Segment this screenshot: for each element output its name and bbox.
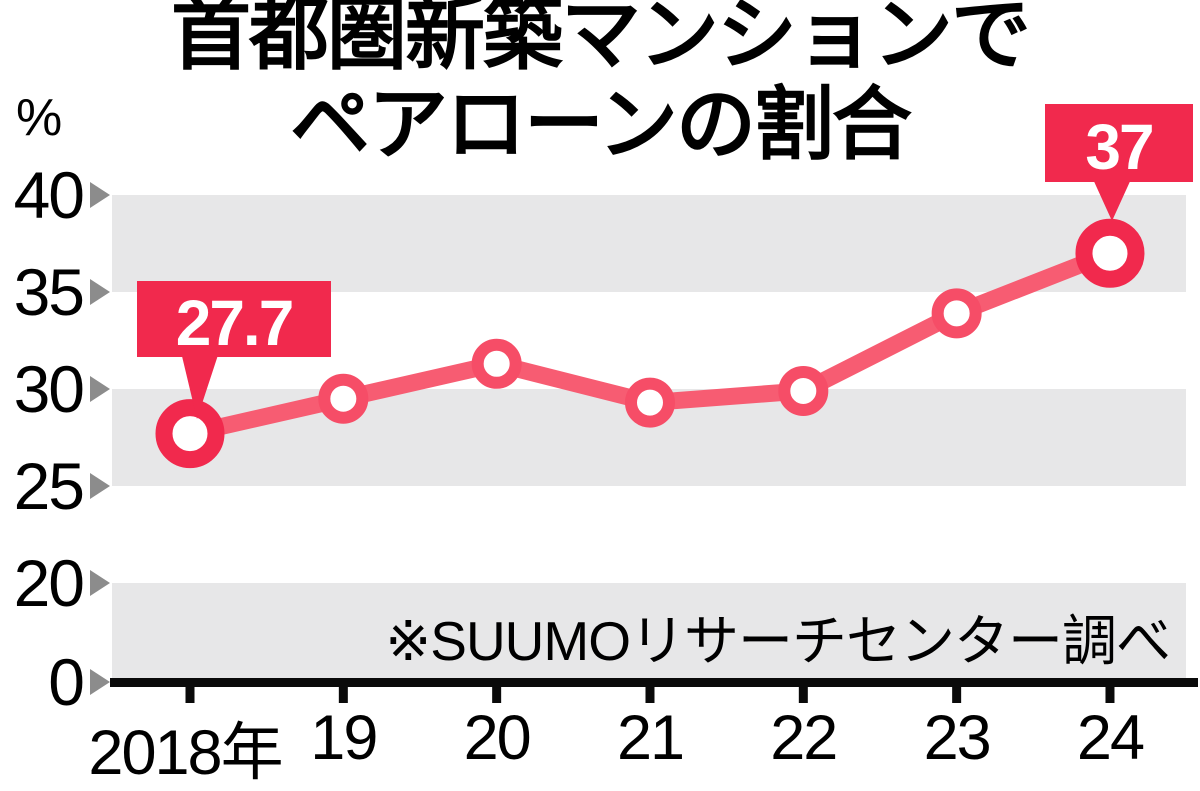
y-tick-20: 20 [0, 538, 110, 628]
point-label-box [137, 281, 331, 357]
y-tick-0: 0 [0, 637, 110, 727]
point-label-value: 37 [1085, 111, 1152, 183]
x-axis-tick [1105, 687, 1115, 703]
y-tick-arrow-icon [90, 570, 110, 596]
y-tick-arrow-icon [90, 473, 110, 499]
x-tick-label-24: 24 [1076, 703, 1145, 773]
y-tick-label: 30 [13, 352, 85, 426]
y-tick-arrow-icon [90, 279, 110, 305]
chart-title-line2: ペアローンの割合 [290, 80, 912, 169]
y-axis-unit-label: % [16, 89, 63, 147]
x-tick-label-23: 23 [923, 703, 992, 773]
y-tick-label: 25 [13, 449, 85, 523]
grid-band [112, 583, 1186, 682]
y-tick-label: 35 [13, 255, 85, 329]
y-tick-label: 0 [48, 645, 85, 719]
data-point-19 [318, 373, 369, 424]
y-tick-label: 40 [13, 158, 85, 232]
source-note: ※SUUMOリサーチセンター調べ [385, 610, 1171, 672]
y-tick-35: 35 [0, 247, 110, 337]
x-tick-label-21: 21 [616, 703, 685, 773]
x-axis-tick [185, 687, 195, 703]
point-label-pointer [1092, 177, 1132, 221]
y-tick-label: 20 [13, 546, 85, 620]
data-point-2018年 [155, 399, 225, 469]
y-tick-arrow-icon [90, 182, 110, 208]
point-label-value: 27.7 [176, 287, 293, 359]
data-point-20 [471, 338, 522, 389]
x-tick-label-19: 19 [310, 703, 378, 773]
x-axis-tick [338, 687, 348, 703]
x-axis-line [110, 678, 1198, 687]
data-point-22 [778, 365, 829, 416]
point-label-pointer [181, 352, 219, 419]
data-point-21 [624, 377, 675, 428]
x-axis-tick [645, 687, 655, 703]
x-axis-tick [798, 687, 808, 703]
x-tick-label-20: 20 [463, 703, 532, 773]
x-axis-tick [492, 687, 502, 703]
x-axis-tick [952, 687, 962, 703]
data-point-23 [931, 288, 982, 339]
y-tick-arrow-icon [90, 669, 110, 695]
y-tick-25: 25 [0, 441, 110, 531]
point-label-box [1045, 104, 1193, 182]
data-point-24 [1075, 218, 1145, 288]
grid-band [112, 195, 1186, 292]
x-tick-label-2018年: 2018年 [88, 718, 283, 788]
chart-title-line1: 首都圏新築マンションで [171, 0, 1031, 79]
y-tick-40: 40 [0, 150, 110, 240]
chart-title: 首都圏新築マンションで ペアローンの割合 [0, 0, 1200, 170]
x-tick-label-22: 22 [770, 703, 838, 773]
y-tick-arrow-icon [90, 376, 110, 402]
y-tick-30: 30 [0, 344, 110, 434]
